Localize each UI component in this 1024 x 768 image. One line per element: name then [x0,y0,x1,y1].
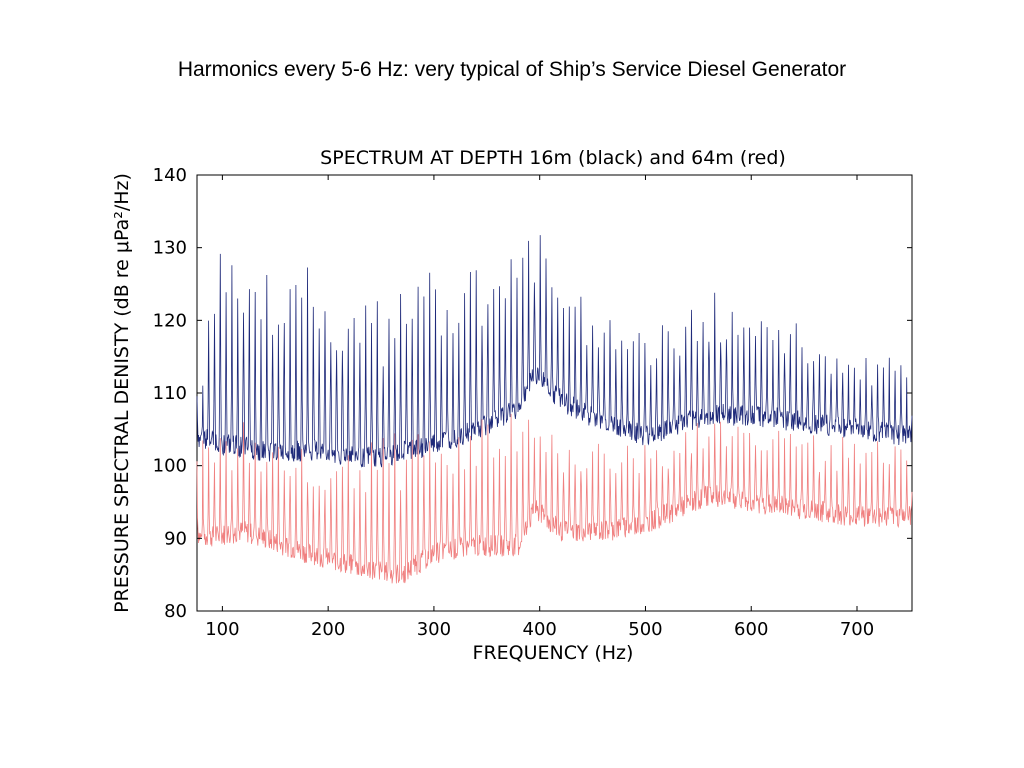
plot-area [196,174,913,612]
chart-title: SPECTRUM AT DEPTH 16m (black) and 64m (r… [320,147,786,169]
y-tick-label: 120 [153,310,187,331]
x-tick-label: 200 [311,619,345,640]
x-tick-label: 100 [205,619,239,640]
series-line-0 [196,235,913,468]
x-tick-label: 500 [628,619,662,640]
tick-layer: 100 200 300 400 500 600 700 80 90 100 110 120 130 140 [153,165,912,640]
y-tick-label: 100 [153,456,187,477]
x-tick-label: 400 [523,619,557,640]
y-tick-label: 130 [153,238,187,259]
y-axis-label: PRESSURE SPECTRAL DENISTY (dB re μPa²/Hz… [111,173,133,613]
x-tick-label: 700 [840,619,874,640]
y-tick-label: 80 [164,601,187,622]
x-tick-label: 300 [417,619,451,640]
series-layer [196,235,913,584]
slide-title: Harmonics every 5-6 Hz: very typical of … [177,58,847,81]
y-tick-label: 110 [153,383,187,404]
y-tick-label: 90 [164,528,187,549]
x-tick-label: 600 [734,619,768,640]
series-line-1 [196,413,913,584]
x-axis-label: FREQUENCY (Hz) [473,642,634,664]
y-tick-label: 140 [153,165,187,186]
